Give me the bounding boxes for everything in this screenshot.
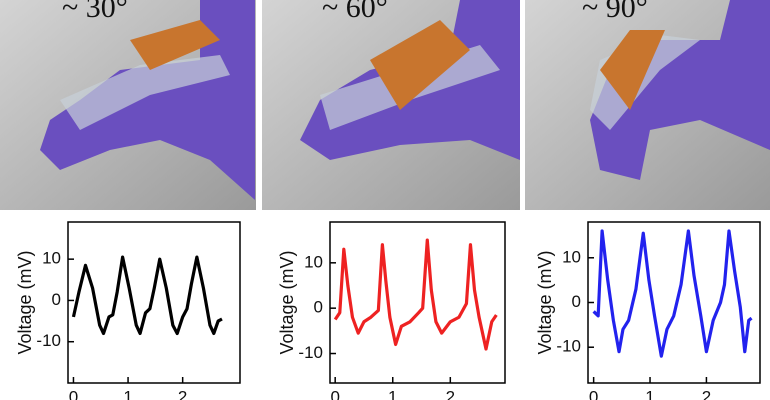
- x-tick-label: 2: [178, 387, 187, 400]
- y-tick-label: 0: [314, 298, 323, 317]
- photo-label: ~ 60°: [322, 0, 388, 24]
- photo-1: [0, 0, 256, 210]
- photo-label: ~ 90°: [582, 0, 648, 24]
- y-axis-label: Voltage (mV): [277, 250, 297, 354]
- x-tick-label: 1: [645, 387, 654, 400]
- y-tick-label: -10: [298, 343, 323, 362]
- y-tick-label: 0: [572, 292, 581, 311]
- plot-frame: [587, 221, 761, 384]
- y-axis-label: Voltage (mV): [535, 250, 555, 354]
- plot-frame: [329, 221, 506, 384]
- y-tick-label: -10: [556, 337, 581, 356]
- x-tick-label: 0: [69, 387, 78, 400]
- data-line: [333, 238, 498, 351]
- x-tick-label: 1: [388, 387, 397, 400]
- x-tick-label: 1: [123, 387, 132, 400]
- photo-2: [262, 0, 520, 210]
- data-line: [592, 229, 753, 358]
- x-tick-label: 2: [446, 387, 455, 400]
- y-tick-label: -10: [36, 331, 61, 350]
- y-tick-label: 0: [52, 290, 61, 309]
- y-tick-label: 10: [42, 249, 61, 268]
- y-tick-label: 10: [562, 247, 581, 266]
- x-tick-label: 0: [589, 387, 598, 400]
- y-tick-label: 10: [304, 252, 323, 271]
- photo-3: [525, 0, 770, 210]
- data-line: [71, 255, 223, 336]
- x-tick-label: 0: [330, 387, 339, 400]
- y-axis-label: Voltage (mV): [15, 250, 35, 354]
- plot-frame: [67, 221, 241, 384]
- x-tick-label: 2: [702, 387, 711, 400]
- photo-label: ~ 30°: [62, 0, 128, 24]
